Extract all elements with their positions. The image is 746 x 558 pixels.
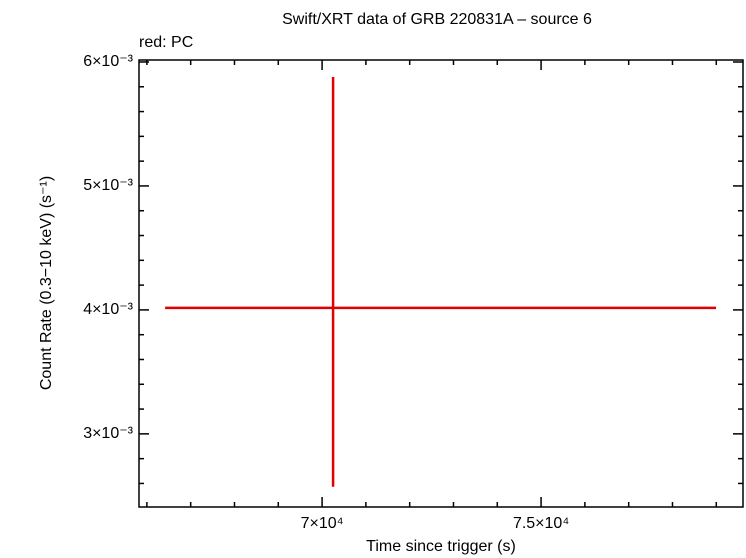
y-axis-label: Count Rate (0.3−10 keV) (s⁻¹) [38, 176, 55, 390]
x-tick-label: 7×10⁴ [301, 515, 344, 532]
x-axis-label: Time since trigger (s) [366, 538, 516, 555]
chart-title: Swift/XRT data of GRB 220831A – source 6 [282, 11, 592, 28]
y-tick-label: 3×10⁻³ [83, 425, 133, 442]
x-tick-label: 7.5×10⁴ [513, 515, 569, 532]
y-tick-label: 4×10⁻³ [83, 301, 133, 318]
y-tick-label: 5×10⁻³ [83, 177, 133, 194]
annotation: red: PC [139, 34, 193, 51]
y-tick-label: 6×10⁻³ [83, 53, 133, 70]
plot-frame [138, 59, 744, 508]
